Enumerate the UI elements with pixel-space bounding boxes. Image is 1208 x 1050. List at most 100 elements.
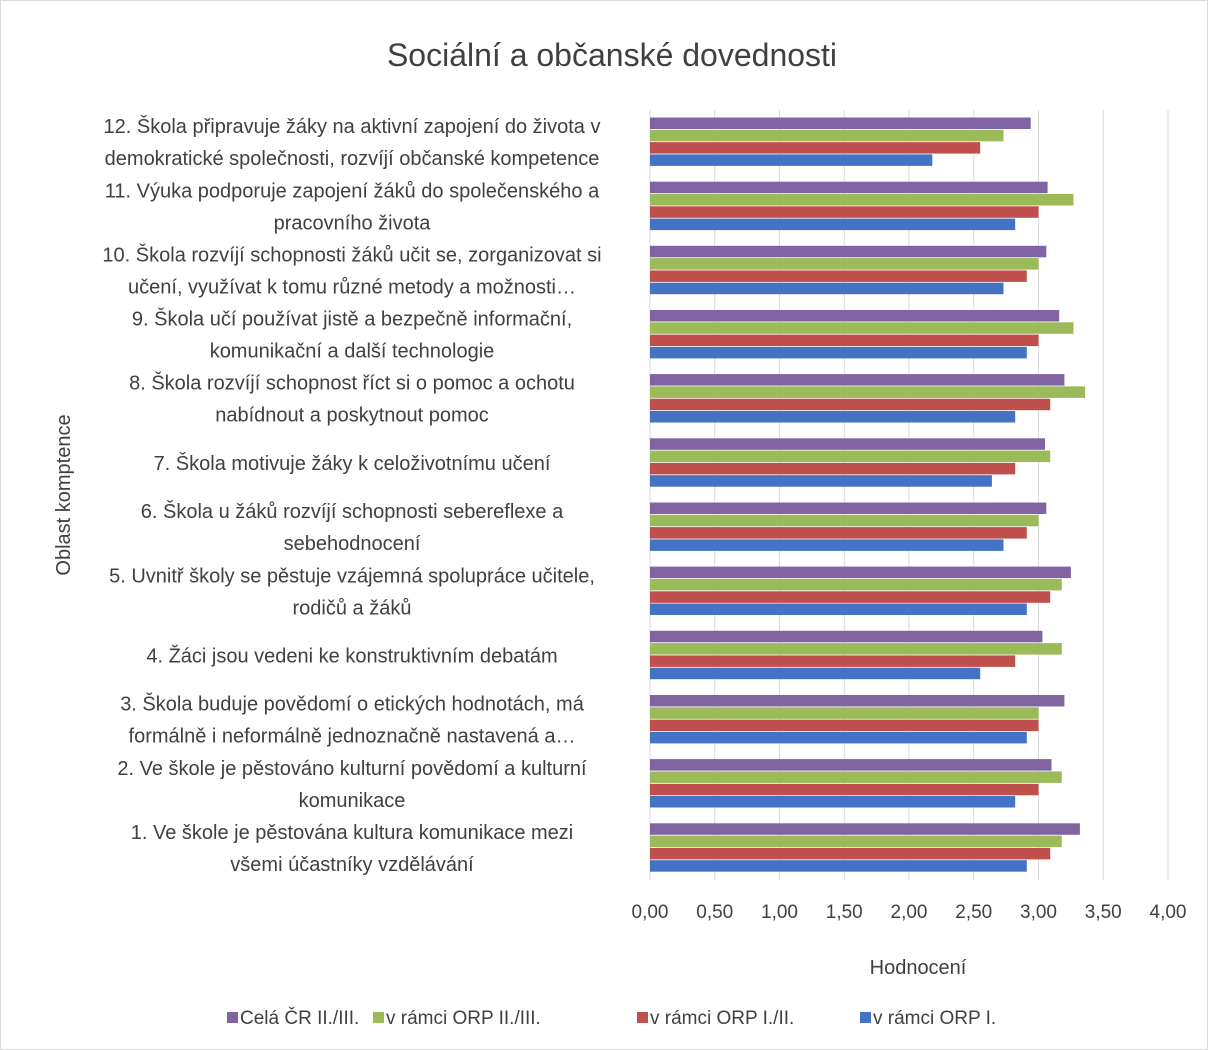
legend-swatch — [637, 1012, 648, 1023]
legend-item: v rámci ORP II./III. — [373, 1008, 541, 1029]
bar — [650, 527, 1027, 539]
category-label: 2. Ve škole je pěstováno kulturní povědo… — [117, 758, 587, 812]
category-label-line: 8. Škola rozvíjí schopnost říct si o pom… — [129, 372, 575, 395]
category-label-line: všemi účastníky vzdělávání — [230, 854, 474, 876]
category-label: 7. Škola motivuje žáky k celoživotnímu u… — [154, 452, 551, 475]
bar — [650, 667, 981, 680]
bar — [650, 539, 1004, 551]
legend-item: v rámci ORP I./II. — [637, 1008, 794, 1029]
x-tick-label: 1,50 — [826, 902, 863, 923]
legend-swatch — [227, 1012, 238, 1023]
category-label-line: komunikační a další technologie — [210, 341, 495, 363]
category-label: 1. Ve škole je pěstována kultura komunik… — [131, 822, 573, 876]
bar — [650, 578, 1062, 591]
bar — [650, 566, 1071, 579]
legend-label: v rámci ORP I./II. — [650, 1008, 794, 1029]
bar — [650, 386, 1086, 398]
x-tick-label: 3,00 — [1020, 902, 1057, 923]
legend-label: v rámci ORP II./III. — [386, 1008, 541, 1029]
x-tick-label: 2,00 — [891, 902, 928, 923]
category-label-line: formálně i neformálně jednoznačně nastav… — [129, 726, 576, 748]
category-label: 10. Škola rozvíjí schopnosti žáků učit s… — [102, 243, 601, 298]
legend: Celá ČR II./III. v rámci ORP II./III. v rá… — [227, 1007, 996, 1029]
bar — [650, 860, 1027, 872]
x-tick-labels: 0,00 0,50 1,00 1,50 2,00 2,50 3,00 3,50 4,00 — [632, 902, 1187, 923]
bar — [650, 591, 1051, 603]
category-label-line: 12. Škola připravuje žáky na aktivní zap… — [104, 115, 601, 138]
bar — [650, 374, 1065, 386]
bar — [650, 771, 1062, 783]
bar — [650, 129, 1004, 142]
legend-label: v rámci ORP I. — [873, 1008, 996, 1029]
bar — [650, 142, 981, 154]
bar — [650, 411, 1016, 423]
x-axis-title: Hodnocení — [870, 957, 967, 979]
category-label-line: nabídnout a poskytnout pomoc — [215, 405, 489, 427]
category-labels: 1. Ve škole je pěstována kultura komunik… — [102, 115, 601, 876]
bar — [650, 462, 1016, 475]
category-label: 9. Škola učí používat jistě a bezpečně i… — [132, 308, 572, 363]
bar — [650, 438, 1045, 450]
category-label-line: 5. Uvnitř školy se pěstuje vzájemná spol… — [109, 565, 595, 587]
category-label-line: pracovního života — [274, 212, 432, 234]
bar — [650, 258, 1039, 270]
bar — [650, 759, 1052, 771]
bar — [650, 514, 1039, 527]
bar — [650, 310, 1060, 322]
category-label: 3. Škola buduje povědomí o etických hodn… — [120, 693, 585, 748]
y-axis-title: Oblast komptence — [53, 414, 75, 575]
bar — [650, 695, 1065, 707]
bar — [650, 783, 1039, 796]
bar — [650, 117, 1031, 129]
bar — [650, 346, 1027, 359]
category-label-line: učení, využívat k tomu různé metody a mo… — [128, 276, 576, 298]
category-label-line: rodičů a žáků — [293, 597, 412, 619]
category-label-line: komunikace — [299, 790, 406, 812]
category-label-line: 9. Škola učí používat jistě a bezpečně i… — [132, 308, 572, 331]
category-label-line: 10. Škola rozvíjí schopnosti žáků učit s… — [102, 243, 601, 266]
category-label-line: 6. Škola u žáků rozvíjí schopnosti seber… — [141, 500, 564, 523]
bar — [650, 154, 933, 166]
bar — [650, 847, 1051, 860]
bar — [650, 731, 1027, 744]
category-label-line: 1. Ve škole je pěstována kultura komunik… — [131, 822, 573, 844]
legend-swatch — [373, 1012, 384, 1023]
bar — [650, 398, 1051, 411]
bar — [650, 282, 1004, 295]
bar — [650, 475, 992, 487]
x-tick-label: 1,00 — [761, 902, 798, 923]
x-tick-label: 0,00 — [632, 902, 669, 923]
category-label-line: sebehodnocení — [284, 533, 421, 555]
bar — [650, 194, 1074, 206]
bar — [650, 218, 1016, 231]
x-tick-label: 0,50 — [696, 902, 733, 923]
bar — [650, 270, 1027, 282]
bar — [650, 643, 1062, 655]
bars — [650, 117, 1086, 872]
category-label: 5. Uvnitř školy se pěstuje vzájemná spol… — [109, 565, 595, 619]
bar — [650, 450, 1051, 463]
bar — [650, 181, 1048, 194]
x-tick-label: 2,50 — [955, 902, 992, 923]
bar — [650, 796, 1016, 808]
category-label: 4. Žáci jsou vedeni ke konstruktivním de… — [146, 644, 557, 667]
category-label: 6. Škola u žáků rozvíjí schopnosti seber… — [141, 500, 564, 555]
category-label-line: 2. Ve škole je pěstováno kulturní povědo… — [117, 758, 587, 780]
bar — [650, 322, 1074, 334]
x-tick-label: 3,50 — [1085, 902, 1122, 923]
category-label-line: 4. Žáci jsou vedeni ke konstruktivním de… — [146, 644, 557, 667]
legend-label: Celá ČR II./III. — [240, 1007, 359, 1029]
legend-item: Celá ČR II./III. — [227, 1007, 359, 1029]
category-label-line: 7. Škola motivuje žáky k celoživotnímu u… — [154, 452, 551, 475]
category-label-line: 11. Výuka podporuje zapojení žáků do spo… — [105, 180, 600, 202]
bar — [650, 655, 1016, 667]
bar — [650, 630, 1043, 643]
category-label-line: 3. Škola buduje povědomí o etických hodn… — [120, 693, 585, 716]
x-tick-label: 4,00 — [1150, 902, 1187, 923]
category-label-line: demokratické společnosti, rozvíjí občans… — [105, 148, 600, 170]
legend-swatch — [860, 1012, 871, 1023]
bar — [650, 206, 1039, 218]
bar — [650, 823, 1080, 835]
